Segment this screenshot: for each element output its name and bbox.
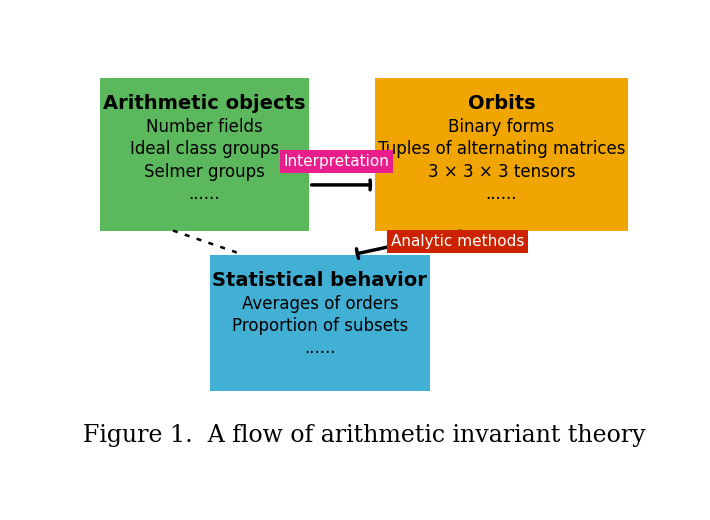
Text: Statistical behavior: Statistical behavior	[212, 270, 427, 290]
Text: Selmer groups: Selmer groups	[144, 163, 265, 180]
Text: Binary forms: Binary forms	[448, 119, 555, 136]
Text: Tuples of alternating matrices: Tuples of alternating matrices	[378, 140, 626, 159]
FancyBboxPatch shape	[210, 255, 430, 391]
Text: Figure 1.  A flow of arithmetic invariant theory: Figure 1. A flow of arithmetic invariant…	[82, 424, 645, 447]
Text: Ideal class groups: Ideal class groups	[130, 140, 279, 159]
Text: ......: ......	[486, 185, 517, 202]
FancyBboxPatch shape	[99, 79, 309, 230]
Text: Arithmetic objects: Arithmetic objects	[103, 95, 305, 113]
Text: Analytic methods: Analytic methods	[391, 234, 525, 249]
Text: Proportion of subsets: Proportion of subsets	[231, 317, 408, 335]
Text: Interpretation: Interpretation	[283, 154, 389, 169]
Text: Averages of orders: Averages of orders	[241, 295, 398, 313]
Text: Orbits: Orbits	[468, 95, 535, 113]
Text: ......: ......	[189, 185, 220, 202]
Text: 3 × 3 × 3 tensors: 3 × 3 × 3 tensors	[427, 163, 575, 180]
Text: Number fields: Number fields	[146, 119, 263, 136]
Text: ......: ......	[304, 339, 336, 357]
FancyBboxPatch shape	[375, 79, 628, 230]
